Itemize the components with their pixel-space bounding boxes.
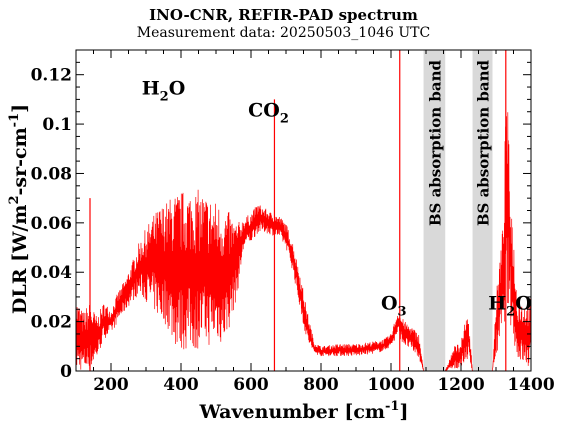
y-tick-label-2: 0.04 <box>31 263 73 283</box>
x-tick-label-2: 600 <box>233 375 269 395</box>
x-tick-label-4: 1000 <box>367 375 414 395</box>
band-label-0: BS absorption band <box>426 60 444 227</box>
x-tick-label-3: 800 <box>303 375 339 395</box>
spectrum-line <box>76 112 531 371</box>
annotation-0: H2O <box>142 77 186 104</box>
y-tick-label-1: 0.02 <box>31 313 72 333</box>
x-tick-label-1: 400 <box>163 375 199 395</box>
x-tick-label-6: 1400 <box>507 375 554 395</box>
x-axis-label: Wavenumber [cm-1] <box>199 399 409 423</box>
shaded-band-1 <box>472 50 493 371</box>
y-tick-label-5: 0.1 <box>42 115 72 135</box>
chart-title: INO-CNR, REFIR-PAD spectrum <box>149 6 418 24</box>
shaded-band-0 <box>423 50 446 371</box>
x-tick-label-5: 1200 <box>437 375 484 395</box>
y-tick-label-3: 0.06 <box>31 214 72 234</box>
y-tick-label-0: 0 <box>60 362 72 382</box>
y-axis-label: DLR [W/m2-sr-cm-1] <box>7 104 31 314</box>
band-label-1: BS absorption band <box>475 60 493 227</box>
chart-subtitle: Measurement data: 20250503_1046 UTC <box>136 25 431 41</box>
annotation-2: O3 <box>381 292 407 319</box>
x-tick-label-0: 200 <box>93 375 129 395</box>
y-tick-label-6: 0.12 <box>31 66 72 86</box>
annotation-1: CO2 <box>248 100 289 127</box>
annotation-3: H2O <box>488 292 532 319</box>
y-tick-label-4: 0.08 <box>31 164 72 184</box>
